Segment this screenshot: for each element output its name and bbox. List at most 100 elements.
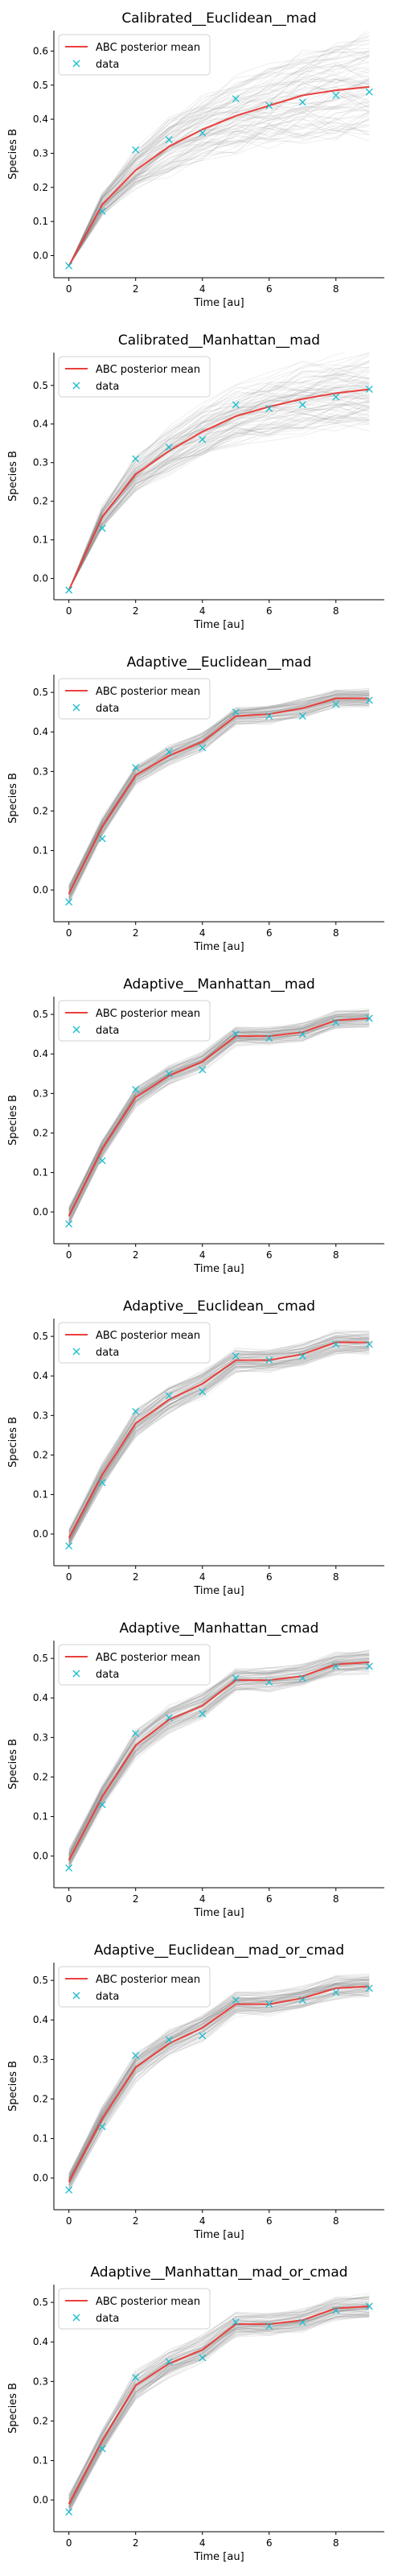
posterior-sample-line [68,54,370,266]
posterior-sample-line [68,1346,370,1547]
legend-box [58,356,211,398]
data-point-marker [232,708,240,716]
posterior-sample-line [68,84,370,266]
posterior-sample-line [68,2310,370,2504]
posterior-sample-line [68,1666,370,1862]
posterior-sample-line [68,353,370,591]
data-point-marker [165,1714,173,1722]
posterior-sample-line [68,1014,370,1211]
y-tick-label: 0.0 [33,1529,48,1540]
legend-entry-data: data [96,1025,119,1037]
posterior-sample-line [68,406,370,591]
posterior-sample-line [68,692,370,888]
posterior-sample-line [68,2296,370,2500]
posterior-sample-line [68,378,370,591]
posterior-sample-line [68,1026,370,1224]
posterior-samples [68,31,370,266]
posterior-sample-line [68,1980,370,2181]
posterior-sample-line [68,91,370,266]
posterior-sample-line [68,68,370,266]
x-tick-label: 8 [333,1249,339,1261]
posterior-sample-line [68,2312,370,2514]
posterior-sample-line [68,688,370,886]
y-tick-label: 0.1 [33,2133,48,2145]
posterior-sample-line [68,1351,370,1545]
legend-entry-mean: ABC posterior mean [96,2296,200,2308]
legend-box [58,1322,211,1364]
x-tick-label: 8 [333,605,339,617]
legend-box [58,1000,211,1042]
posterior-sample-line [68,1347,370,1545]
posterior-sample-line [68,1334,370,1533]
x-tick-label: 0 [66,605,72,617]
posterior-sample-line [68,689,370,890]
data-point-marker [199,1066,207,1074]
posterior-sample-line [68,415,370,591]
data-point-marker [232,95,240,103]
x-tick-label: 2 [133,2215,139,2227]
posterior-sample-line [68,1010,370,1210]
posterior-sample-line [68,1674,370,1867]
posterior-sample-line [68,1340,370,1540]
posterior-sample-line [68,365,370,591]
posterior-sample-line [68,1994,370,2187]
posterior-sample-line [68,1334,370,1536]
data-point-marker [165,444,173,451]
data-point-marker [98,524,106,532]
y-tick-label: 0.3 [33,1410,48,1421]
posterior-sample-line [68,2307,370,2508]
posterior-sample-line [68,1995,370,2185]
posterior-sample-line [68,397,370,591]
posterior-sample-line [68,1009,370,1208]
posterior-sample-line [68,1976,370,2178]
posterior-sample-line [68,2297,370,2499]
x-axis-label: Time [au] [193,2229,244,2241]
data-point-marker [298,1674,306,1682]
legend: ABC posterior mean data [58,2288,211,2330]
posterior-sample-line [68,2294,370,2500]
y-tick-label: 0.0 [33,1207,48,1218]
x-tick-label: 6 [266,605,273,617]
data-point-marker [232,1996,240,2004]
y-tick-label: 0.2 [33,496,48,507]
posterior-sample-line [68,1025,370,1224]
posterior-sample-line [68,1649,370,1851]
posterior-sample-line [68,1983,370,2178]
data-point-marker [265,1034,273,1042]
posterior-sample-line [68,1022,370,1222]
posterior-sample-line [68,2298,370,2497]
posterior-sample-line [68,1665,370,1865]
posterior-sample-line [68,1010,370,1209]
posterior-sample-line [68,1667,370,1869]
posterior-sample-line [68,1340,370,1541]
posterior-sample-line [68,1013,370,1211]
data-point-marker [232,1352,240,1360]
posterior-sample-line [68,2296,370,2497]
data-point-marker [165,2358,173,2366]
posterior-sample-line [68,1349,370,1546]
posterior-sample-line [68,696,370,892]
posterior-sample-line [68,85,370,266]
legend-data-swatch [72,2314,80,2322]
data-point-marker [165,2036,173,2044]
posterior-sample-line [68,1991,370,2186]
chart-title: Adaptive__Euclidean__mad [127,654,312,671]
posterior-sample-line [68,1019,370,1222]
legend-entry-mean: ABC posterior mean [96,364,200,376]
posterior-sample-line [68,1332,370,1534]
posterior-sample-line [68,2316,370,2512]
posterior-sample-line [68,1667,370,1867]
y-tick-label: 0.4 [33,419,48,430]
posterior-sample-line [68,415,370,591]
posterior-sample-line [68,2301,370,2501]
posterior-sample-line [68,2314,370,2508]
posterior-sample-line [68,1009,370,1209]
posterior-sample-line [68,400,370,591]
posterior-sample-line [68,419,370,591]
posterior-sample-line [68,1979,370,2175]
posterior-samples [68,687,370,905]
posterior-sample-line [68,1660,370,1857]
posterior-sample-line [68,1658,370,1857]
posterior-sample-line [68,1018,370,1222]
data-point-marker [365,1014,373,1022]
